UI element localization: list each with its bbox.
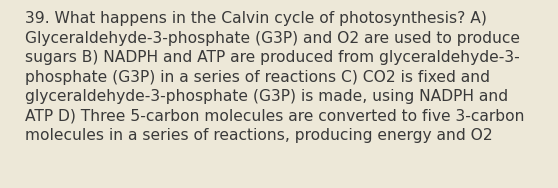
Text: 39. What happens in the Calvin cycle of photosynthesis? A)
Glyceraldehyde-3-phos: 39. What happens in the Calvin cycle of … (25, 11, 524, 143)
